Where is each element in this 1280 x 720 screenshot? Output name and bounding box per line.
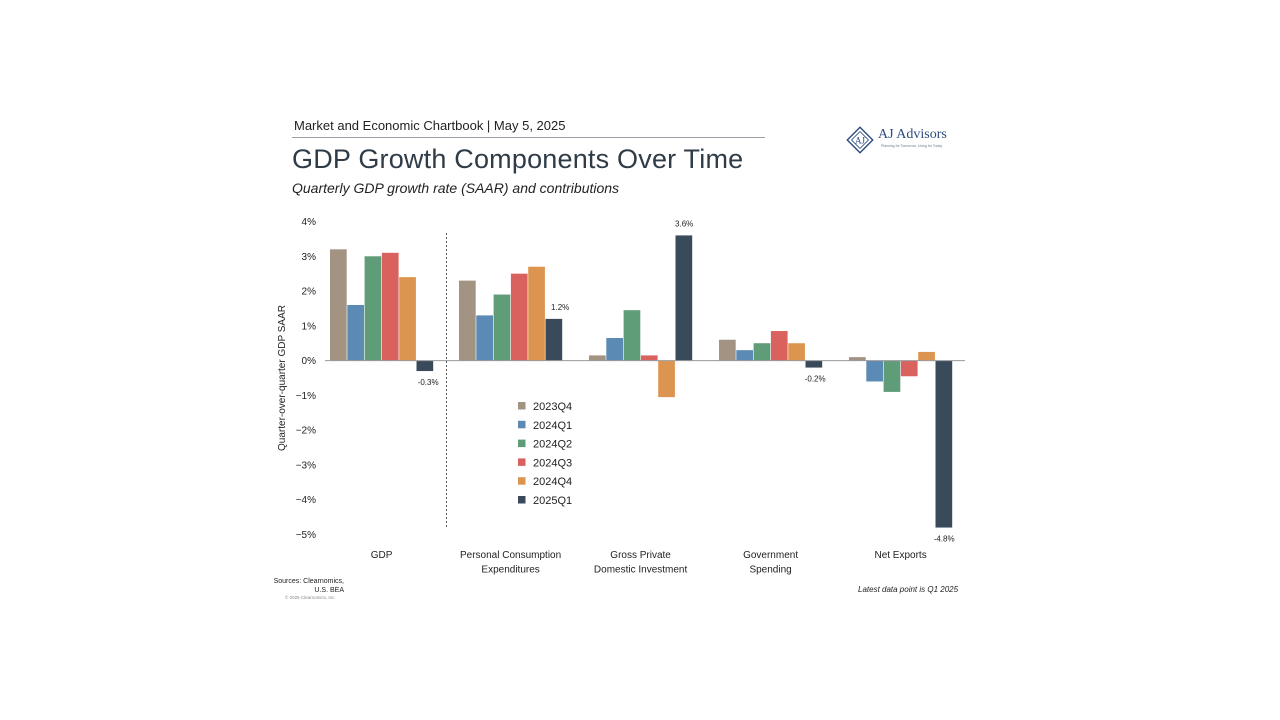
- y-tick-label: 2%: [302, 287, 317, 298]
- legend-label: 2024Q3: [533, 457, 572, 469]
- svg-text:AJ: AJ: [855, 136, 865, 146]
- chart-subtitle: Quarterly GDP growth rate (SAAR) and con…: [292, 180, 620, 196]
- bar-2025q1-3: [805, 360, 823, 368]
- bar-2024q2-3: [753, 343, 771, 361]
- bar-2025q1-0: [416, 360, 434, 372]
- bar-2024q3-2: [640, 355, 658, 361]
- legend-swatch: [518, 496, 526, 504]
- sources-line-2: U.S. BEA: [314, 587, 344, 594]
- bar-2025q1-4: [935, 360, 953, 528]
- bar-2024q4-4: [918, 351, 935, 361]
- bar-2024q1-0: [347, 304, 364, 361]
- data-label: -0.3%: [418, 378, 439, 387]
- y-tick-label: −2%: [296, 426, 316, 437]
- legend-label: 2023Q4: [533, 401, 572, 413]
- y-tick-label: 3%: [302, 252, 317, 263]
- bar-2024q4-1: [528, 266, 545, 361]
- bar-2023q4-1: [459, 280, 476, 361]
- bar-2024q3-3: [770, 331, 788, 361]
- chartbook-header: Market and Economic Chartbook | May 5, 2…: [294, 118, 566, 133]
- legend-swatch: [518, 477, 526, 485]
- legend-label: 2024Q2: [533, 439, 572, 451]
- bar-2024q2-4: [883, 360, 901, 392]
- y-tick-label: −1%: [296, 391, 316, 402]
- bar-2024q1-1: [476, 315, 493, 361]
- category-label: Gross Private: [610, 550, 671, 561]
- data-label: 1.2%: [551, 303, 569, 312]
- y-axis-title: Quarter-over-quarter GDP SAAR: [277, 305, 288, 451]
- chart-title: GDP Growth Components Over Time: [292, 144, 744, 174]
- category-label: Expenditures: [481, 565, 539, 576]
- data-label: 3.6%: [675, 219, 693, 228]
- bar-2024q4-0: [399, 277, 416, 361]
- category-label: GDP: [371, 550, 393, 561]
- bar-2024q2-1: [493, 294, 511, 361]
- y-tick-label: 0%: [302, 356, 317, 367]
- y-tick-label: −5%: [296, 530, 316, 541]
- bar-2023q4-2: [589, 355, 606, 361]
- copyright-note: © 2025 Clearnomics, Inc.: [285, 595, 336, 600]
- company-logo: AJ AJ Advisors Planning for Tomorrow, Li…: [845, 124, 960, 156]
- logo-diamond-icon: AJ: [846, 126, 874, 154]
- bar-2023q4-0: [330, 249, 347, 361]
- category-label: Personal Consumption: [460, 550, 561, 561]
- data-label: -4.8%: [934, 535, 955, 544]
- bar-2025q1-1: [545, 318, 563, 361]
- category-label: Spending: [749, 565, 791, 576]
- bar-2024q3-4: [900, 360, 918, 377]
- legend-swatch: [518, 402, 526, 410]
- logo-name: AJ Advisors: [878, 127, 947, 142]
- legend-swatch: [518, 420, 526, 429]
- y-tick-label: 4%: [302, 217, 317, 228]
- bar-2024q2-0: [364, 256, 382, 361]
- category-label: Domestic Investment: [594, 565, 688, 576]
- bar-2025q1-2: [675, 235, 693, 361]
- header-divider: [292, 137, 765, 138]
- legend-swatch: [518, 439, 526, 448]
- bar-2023q4-4: [849, 357, 866, 361]
- y-tick-label: −4%: [296, 495, 316, 506]
- bar-2024q1-3: [736, 350, 753, 361]
- bar-2024q3-1: [510, 273, 528, 361]
- bar-2024q2-2: [623, 310, 641, 361]
- category-label: Government: [743, 550, 798, 561]
- sources-line-1: Sources: Clearnomics,: [273, 578, 344, 585]
- bar-2023q4-3: [719, 339, 736, 361]
- bar-2024q3-0: [381, 252, 399, 361]
- category-label: Net Exports: [874, 550, 926, 561]
- legend-label: 2024Q1: [533, 420, 572, 432]
- bar-2024q1-2: [606, 338, 623, 361]
- bar-2024q4-3: [788, 343, 805, 361]
- legend-label: 2025Q1: [533, 495, 572, 507]
- y-tick-label: 1%: [302, 321, 317, 332]
- latest-data-note: Latest data point is Q1 2025: [858, 585, 959, 594]
- data-label: -0.2%: [805, 375, 826, 384]
- bar-2024q1-4: [866, 360, 883, 382]
- legend-label: 2024Q4: [533, 476, 572, 488]
- legend-swatch: [518, 458, 526, 466]
- y-tick-label: −3%: [296, 460, 316, 471]
- logo-tagline: Planning for Tomorrow, Living for Today: [881, 144, 943, 148]
- bar-2024q4-2: [658, 360, 675, 398]
- sources-note: Sources: Clearnomics, U.S. BEA: [262, 577, 344, 595]
